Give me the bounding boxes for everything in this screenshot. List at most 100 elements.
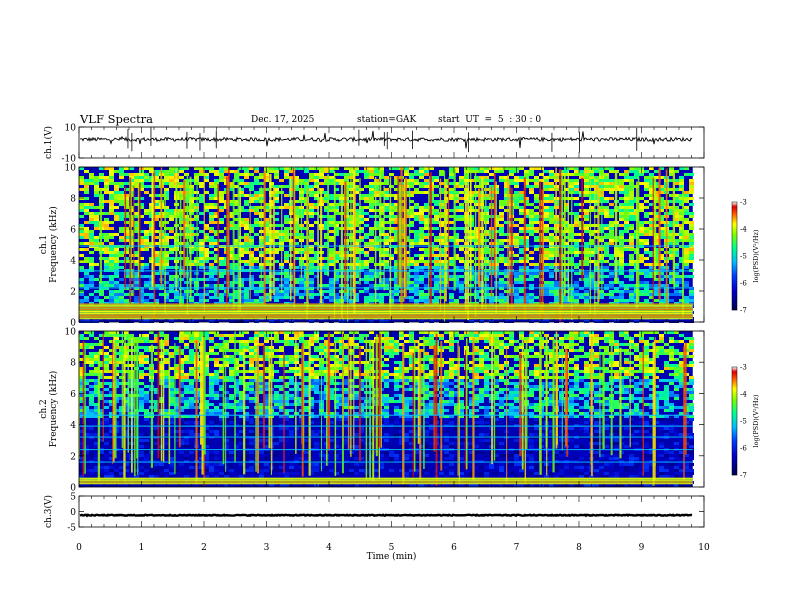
ch2-spectrogram-cell [574,343,579,346]
ch1-spectrogram-cell [574,218,579,221]
ch1-spectrogram-cell [234,185,239,188]
ch1-spectrogram-cell [109,299,114,302]
ch1-spectrogram-cell [324,221,329,224]
ch1-spectrogram-cell [109,176,114,179]
ch1-spectrogram-cell [204,209,209,212]
ch1-spectrogram-cell [244,224,249,227]
ch1-spectrogram-cell [274,167,279,170]
ch1-spectrogram-cell [534,218,539,221]
ch1-spectrogram-cell [529,185,534,188]
ch1-spectrogram-cell [139,206,144,209]
ch1-spectrogram-cell [124,233,129,236]
ch1-spectrogram-cell [114,251,119,254]
ch1-spectrogram-cell [639,173,644,176]
ch1-spectrogram-cell [679,278,684,281]
ch1-spectrogram-cell [534,266,539,269]
ch1-spectrogram-cell [484,260,489,263]
ch1-spectrogram-cell [589,275,594,278]
ch1-spectrogram-cell [619,281,624,284]
ch1-spectrogram-cell [334,203,339,206]
date-label: Dec. 17, 2025 [251,115,315,125]
ch1-spectrogram-cell [229,221,234,224]
ch1-spectrogram-cell [284,251,289,254]
ch1-spectrogram-cell [439,239,444,242]
colorbar-swatch [732,211,737,213]
ch2-spectrogram-cell [269,331,274,334]
ch1-spectrogram-cell [169,251,174,254]
ch2-spectrogram-cell [474,340,479,343]
ch1-spectrogram-cell [684,248,689,251]
ch1-spectrogram-cell [624,227,629,230]
ch2-spectrogram-cell [449,337,454,340]
ch2-spectrogram-cell [214,343,219,346]
ch1-spectrogram-cell [539,221,544,224]
ch1-spectrogram-cell [454,215,459,218]
ch1-spectrogram-cell [474,185,479,188]
ch1-spectrogram-cell [419,242,424,245]
ch1-spectrogram-cell [104,239,109,242]
ch1-spectrogram-cell [289,179,294,182]
ch1-spectrogram-cell [209,206,214,209]
ch1-spectrogram-cell [114,296,119,299]
ch1-spectrogram-cell [409,275,414,278]
ch1-spectrogram-cell [689,227,694,230]
ch1-spectrogram-cell [294,236,299,239]
ch1-spectrogram-cell [294,257,299,260]
ch1-spectrogram-cell [204,266,209,269]
ch1-spectrogram-cell [539,224,544,227]
ch2-spectrogram-cell [619,331,624,334]
ch1-spectrogram-cell [324,200,329,203]
ch1-spectrogram-cell [474,236,479,239]
ch1-spectrogram-cell [374,209,379,212]
ch1-spectrogram-cell [254,167,259,170]
ch2-spectrogram-cell [469,334,474,337]
ch1-spectrogram-cell [574,299,579,302]
ch1-spectrogram-cell [309,290,314,293]
ch1-spectrogram-cell [674,200,679,203]
ch1-spectrogram-cell [574,248,579,251]
ch1-spectrogram-cell [644,248,649,251]
ch1-spectrogram-cell [609,203,614,206]
ch1-spectrogram-cell [479,170,484,173]
ch1-spectrogram-cell [174,290,179,293]
ch1-spectrogram-cell [434,278,439,281]
ch1-spectrogram-cell [689,221,694,224]
ch1-spectrogram-cell [484,251,489,254]
ch1-spectrogram-cell [604,176,609,179]
ch1-spectrogram-cell [214,170,219,173]
ch2-spectrogram-cell [89,343,94,346]
ch1-spectrogram-cell [524,248,529,251]
ch1-spectrogram-cell [619,218,624,221]
ch1-spectrogram-cell [304,170,309,173]
ch1-spectrogram-cell [629,290,634,293]
ch1-spectrogram-cell [324,227,329,230]
ch1-spectrogram-cell [354,218,359,221]
ch1-spectrogram-cell [449,215,454,218]
ch1-spectrogram-cell [669,233,674,236]
colorbar-frame [731,201,738,311]
ch1-spectrogram-cell [184,224,189,227]
ch1-spectrogram-cell [659,254,664,257]
ch1-spectrogram-cell [384,284,389,287]
ch1-spectrogram-cell [209,218,214,221]
ch1-spectrogram-cell [309,320,314,323]
ch1-spectrogram-cell [624,173,629,176]
ch1-spectrogram-cell [169,320,174,323]
ch1-spectrogram-cell [374,263,379,266]
ch2-spectrogram-cell [534,343,539,346]
ch1-spectrogram-cell [439,290,444,293]
ch1-spectrogram-cell [424,284,429,287]
ch1-spectrogram-cell [179,182,184,185]
ch1-spectrogram-cell [294,224,299,227]
ch1-spectrogram-cell [324,272,329,275]
ch1-spectrogram-cell [364,200,369,203]
ch2-spectrogram-cell [299,334,304,337]
ch1-spectrogram-cell [549,215,554,218]
ch1-spectrogram-cell [434,239,439,242]
ch1-spectrogram-cell [99,284,104,287]
ch1-spectrogram-cell [534,200,539,203]
ch1-spectrogram-cell [94,182,99,185]
ch1-spectrogram-cell [624,218,629,221]
ch1-spectrogram-cell [229,200,234,203]
